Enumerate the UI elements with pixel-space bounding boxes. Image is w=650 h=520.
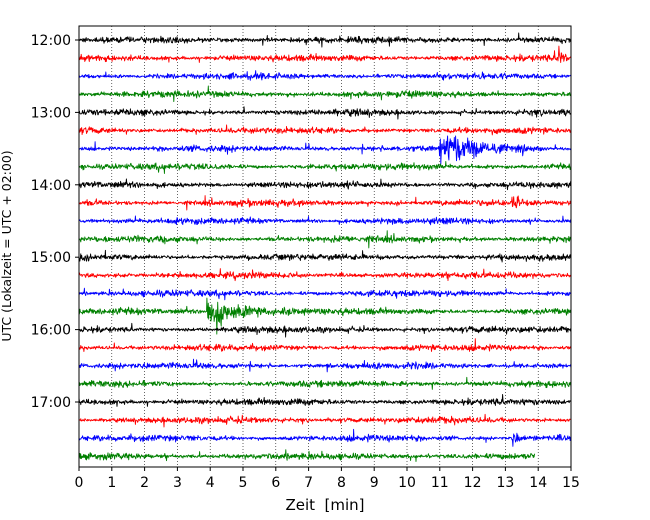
trace-1645 bbox=[78, 376, 572, 390]
trace-1600 bbox=[78, 322, 572, 338]
trace-1700 bbox=[78, 393, 572, 407]
trace-1345 bbox=[78, 161, 572, 174]
trace-1315 bbox=[78, 124, 572, 136]
trace-1215 bbox=[78, 45, 572, 64]
plot-frame bbox=[78, 25, 572, 468]
trace-1730 bbox=[78, 428, 572, 447]
trace-1745 bbox=[78, 449, 536, 462]
trace-1430 bbox=[78, 215, 572, 226]
y-tick-label-1400: 14:00 bbox=[31, 178, 71, 194]
x-axis-label: Zeit [min] bbox=[285, 496, 364, 514]
x-tick-label-0: 0 bbox=[75, 475, 84, 491]
trace-1530 bbox=[78, 287, 572, 301]
trace-1330 bbox=[78, 135, 572, 165]
trace-1500 bbox=[78, 249, 572, 263]
y-axis-ticks: 12:00 13:00 14:00 15:00 16:00 17:00 bbox=[31, 33, 79, 411]
trace-1515 bbox=[78, 268, 572, 282]
y-tick-label-1500: 15:00 bbox=[31, 250, 71, 266]
x-tick-label-4: 4 bbox=[206, 475, 215, 491]
x-tick-label-2: 2 bbox=[140, 475, 149, 491]
x-tick-label-3: 3 bbox=[173, 475, 182, 491]
y-tick-label-1300: 13:00 bbox=[31, 105, 71, 121]
trace-1300 bbox=[78, 106, 572, 120]
y-tick-label-1200: 12:00 bbox=[31, 33, 71, 49]
x-tick-label-12: 12 bbox=[464, 475, 482, 491]
x-tick-label-1: 1 bbox=[107, 475, 116, 491]
trace-1445 bbox=[78, 230, 572, 249]
x-tick-label-10: 10 bbox=[398, 475, 416, 491]
trace-1615 bbox=[78, 338, 572, 353]
x-tick-label-8: 8 bbox=[337, 475, 346, 491]
x-axis-ticks: 0 1 2 3 4 5 6 7 8 9 10 11 12 13 14 15 bbox=[75, 467, 580, 491]
x-tick-label-7: 7 bbox=[304, 475, 313, 491]
y-tick-label-1600: 16:00 bbox=[31, 323, 71, 339]
trace-group bbox=[78, 32, 572, 462]
trace-1245 bbox=[78, 85, 572, 103]
y-tick-label-1700: 17:00 bbox=[31, 395, 71, 411]
trace-1230 bbox=[78, 70, 572, 81]
trace-1630 bbox=[78, 358, 572, 373]
trace-1415 bbox=[78, 195, 572, 211]
trace-1715 bbox=[78, 413, 572, 428]
trace-1545 bbox=[78, 297, 572, 335]
x-tick-label-13: 13 bbox=[496, 475, 514, 491]
trace-1200 bbox=[78, 32, 572, 48]
x-tick-label-14: 14 bbox=[529, 475, 547, 491]
trace-1400 bbox=[78, 178, 572, 191]
x-tick-label-5: 5 bbox=[239, 475, 248, 491]
x-tick-label-6: 6 bbox=[271, 475, 280, 491]
x-tick-label-9: 9 bbox=[370, 475, 379, 491]
y-axis-label: UTC (Lokalzeit = UTC + 02:00) bbox=[0, 150, 14, 341]
x-tick-label-15: 15 bbox=[562, 475, 580, 491]
x-tick-label-11: 11 bbox=[431, 475, 449, 491]
